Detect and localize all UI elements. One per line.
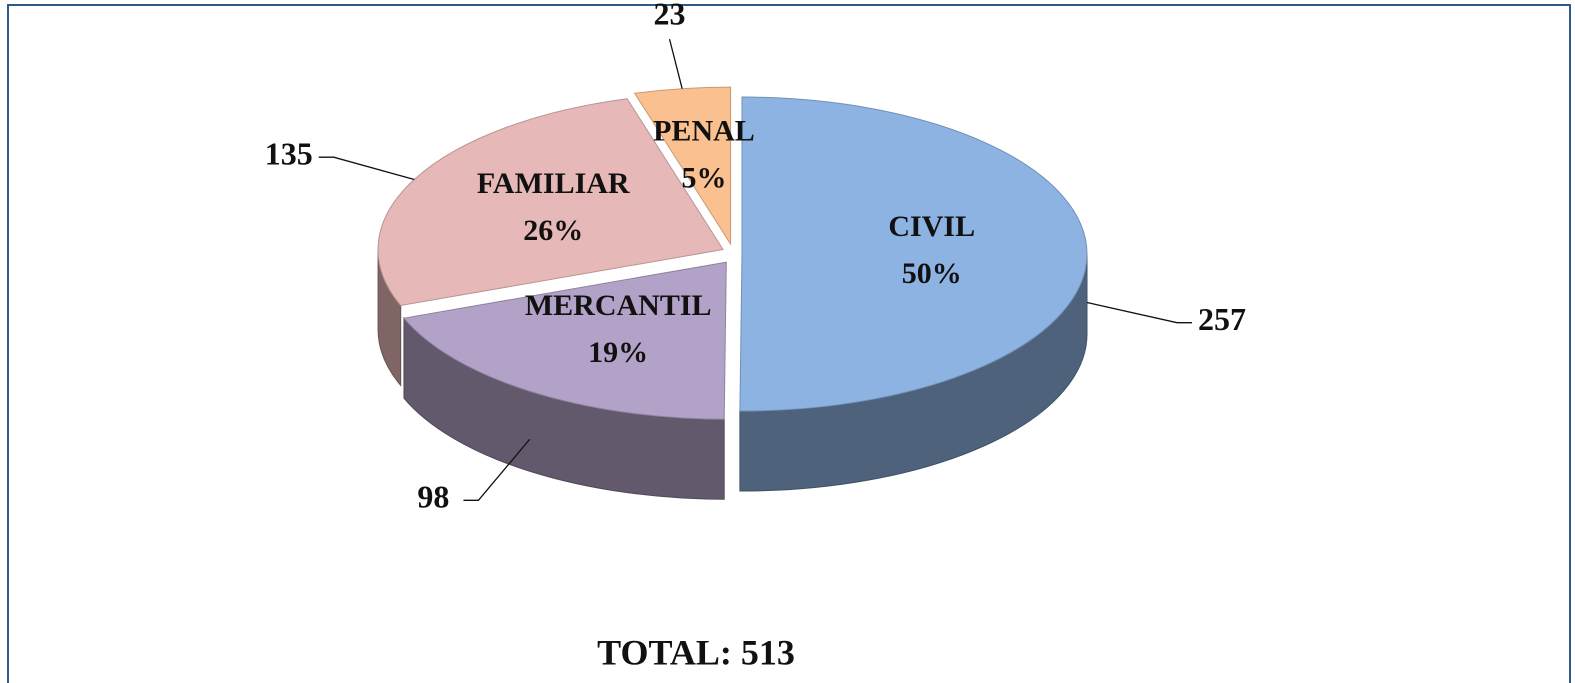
slice (377, 98, 724, 307)
chart-frame (7, 4, 1571, 683)
leader-line (463, 438, 531, 501)
percent-label: 19% (588, 336, 648, 369)
category-label: MERCANTIL (525, 289, 712, 322)
leader-line (668, 38, 683, 89)
category-label: CIVIL (888, 210, 975, 243)
value-label: 23 (654, 0, 686, 31)
value-label: 257 (1198, 301, 1246, 337)
category-label: FAMILIAR (477, 167, 630, 200)
category-label: PENAL (653, 114, 755, 147)
slice (403, 261, 727, 420)
slice (633, 86, 732, 246)
value-label: 98 (417, 479, 449, 515)
percent-label: 26% (523, 214, 583, 247)
total-label: TOTAL: 513 (597, 632, 795, 672)
slice (739, 96, 1088, 412)
leader-line (318, 156, 415, 181)
leader-line (1086, 301, 1192, 324)
percent-label: 50% (902, 257, 962, 290)
percent-label: 5% (681, 161, 726, 194)
value-label: 135 (265, 136, 313, 172)
